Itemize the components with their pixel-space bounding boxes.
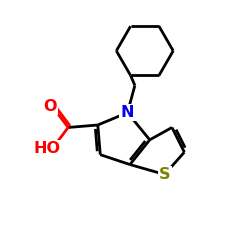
Text: N: N [121, 105, 134, 120]
Text: HO: HO [34, 141, 61, 156]
Text: O: O [44, 99, 57, 114]
Text: S: S [159, 167, 170, 182]
